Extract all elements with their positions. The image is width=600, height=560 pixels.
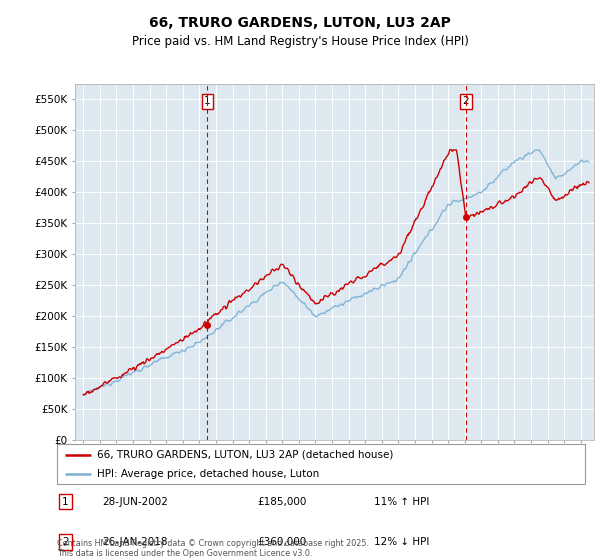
Text: 66, TRURO GARDENS, LUTON, LU3 2AP: 66, TRURO GARDENS, LUTON, LU3 2AP xyxy=(149,16,451,30)
Text: 66, TRURO GARDENS, LUTON, LU3 2AP (detached house): 66, TRURO GARDENS, LUTON, LU3 2AP (detac… xyxy=(97,450,393,460)
Text: HPI: Average price, detached house, Luton: HPI: Average price, detached house, Luto… xyxy=(97,469,319,478)
Text: 11% ↑ HPI: 11% ↑ HPI xyxy=(374,497,429,507)
FancyBboxPatch shape xyxy=(57,444,585,484)
Text: 12% ↓ HPI: 12% ↓ HPI xyxy=(374,537,429,547)
Text: £185,000: £185,000 xyxy=(257,497,307,507)
Text: Contains HM Land Registry data © Crown copyright and database right 2025.
This d: Contains HM Land Registry data © Crown c… xyxy=(57,539,369,558)
Text: £360,000: £360,000 xyxy=(257,537,307,547)
Text: Price paid vs. HM Land Registry's House Price Index (HPI): Price paid vs. HM Land Registry's House … xyxy=(131,35,469,48)
Text: 26-JAN-2018: 26-JAN-2018 xyxy=(102,537,167,547)
Text: 2: 2 xyxy=(463,96,469,106)
Text: 1: 1 xyxy=(62,497,69,507)
Text: 1: 1 xyxy=(204,96,211,106)
Text: 28-JUN-2002: 28-JUN-2002 xyxy=(102,497,168,507)
Text: 2: 2 xyxy=(62,537,69,547)
